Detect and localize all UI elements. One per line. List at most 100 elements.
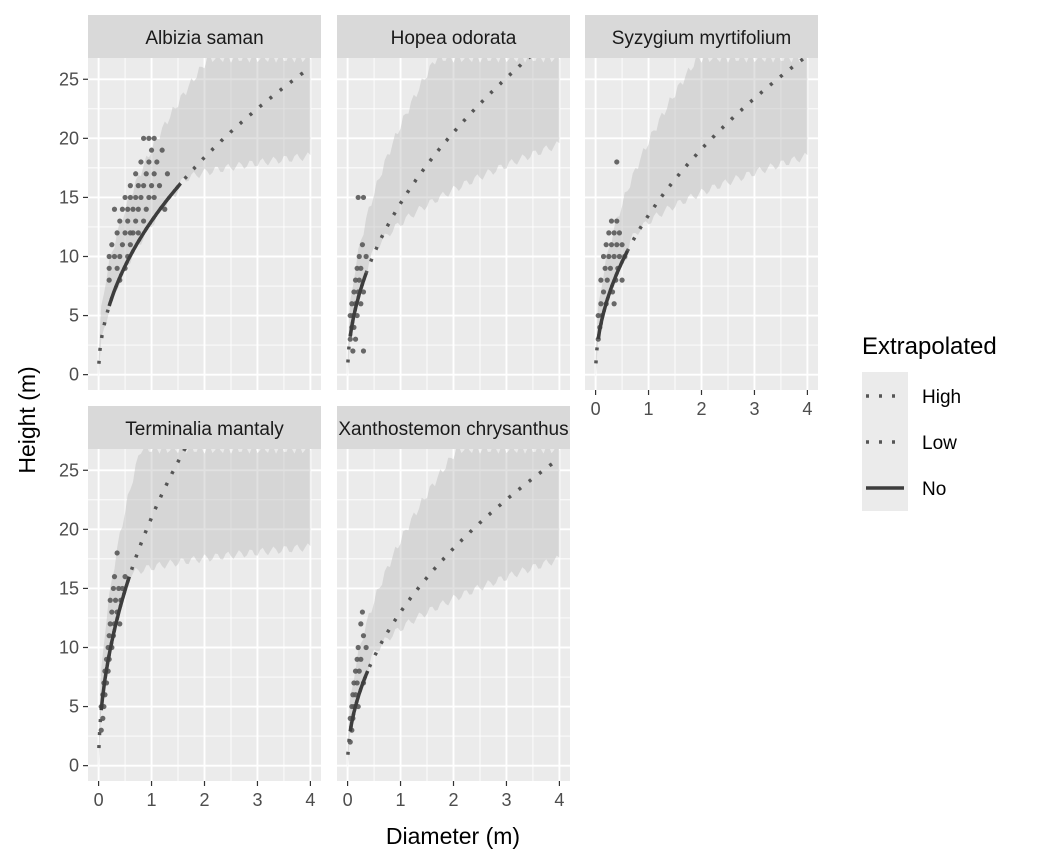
- y-tick-label: 15: [59, 578, 79, 598]
- data-point: [141, 135, 147, 141]
- data-point: [352, 277, 359, 283]
- x-tick-label: 1: [644, 399, 654, 419]
- data-point: [359, 609, 366, 615]
- data-point: [608, 218, 615, 224]
- data-point: [117, 253, 123, 260]
- data-point: [127, 183, 133, 189]
- data-point: [354, 265, 360, 271]
- data-point: [358, 265, 364, 271]
- gridlines: [337, 449, 570, 781]
- data-point: [611, 230, 617, 236]
- legend-label: No: [922, 479, 946, 500]
- data-point: [110, 585, 117, 592]
- data-point: [146, 159, 152, 165]
- data-point: [106, 277, 112, 283]
- data-point: [114, 230, 120, 236]
- data-points: [106, 135, 171, 283]
- facet-strip-label: Syzygium myrtifolium: [612, 28, 791, 49]
- fitted-curve: [348, 272, 368, 337]
- data-point: [351, 289, 357, 295]
- data-point: [614, 242, 620, 248]
- data-point: [111, 206, 118, 212]
- gridlines: [585, 58, 818, 390]
- data-point: [111, 574, 118, 580]
- data-point: [151, 135, 157, 141]
- confidence-band: [347, 58, 560, 379]
- data-point: [138, 194, 144, 201]
- data-point: [598, 301, 604, 307]
- facet-strip-label: Hopea odorata: [391, 28, 517, 49]
- data-point: [356, 277, 362, 283]
- data-point: [106, 265, 112, 271]
- facet-strip: [337, 406, 570, 449]
- data-point: [347, 336, 353, 342]
- extrapolated-curve: [346, 457, 560, 755]
- data-point: [125, 206, 131, 212]
- y-tick-label: 25: [59, 460, 79, 480]
- data-point: [141, 218, 147, 224]
- data-point: [135, 183, 141, 189]
- confidence-band: [98, 58, 311, 379]
- data-point: [98, 727, 104, 733]
- facet-strip: [88, 15, 321, 58]
- data-point: [116, 585, 122, 592]
- extrapolated-curve: [97, 66, 311, 364]
- data-point: [135, 230, 141, 236]
- data-point: [606, 230, 612, 236]
- facet-strip-label: Xanthostemon chrysanthus: [338, 419, 568, 440]
- data-point: [614, 218, 620, 224]
- data-point: [358, 301, 364, 307]
- data-point: [607, 265, 614, 271]
- data-point: [130, 230, 136, 236]
- facet-panel: Hopea odorata: [337, 15, 570, 390]
- data-point: [358, 621, 364, 627]
- data-point: [355, 194, 361, 201]
- data-point: [598, 277, 604, 283]
- legend-title: Extrapolated: [862, 333, 997, 360]
- data-point: [358, 656, 364, 662]
- facet-strip: [88, 406, 321, 449]
- data-point: [606, 253, 612, 260]
- legend-label: High: [922, 387, 961, 408]
- fitted-curve: [107, 182, 182, 307]
- confidence-band: [347, 449, 560, 770]
- data-point: [148, 183, 155, 189]
- y-tick-label: 5: [69, 697, 79, 717]
- data-point: [135, 206, 141, 212]
- data-point: [360, 633, 367, 639]
- data-point: [602, 265, 608, 271]
- legend: Extrapolated High Low No: [862, 333, 997, 511]
- data-point: [117, 621, 123, 627]
- y-tick-label: 15: [59, 187, 79, 207]
- data-point: [133, 194, 139, 201]
- data-point: [109, 242, 115, 248]
- x-tick-label: 4: [305, 790, 315, 810]
- data-point: [162, 206, 168, 212]
- facet-strip-label: Terminalia mantaly: [125, 419, 284, 440]
- extrapolated-curve: [594, 58, 808, 364]
- x-tick-label: 4: [802, 399, 812, 419]
- x-tick-label: 2: [696, 399, 706, 419]
- x-tick-label: 3: [501, 790, 511, 810]
- data-point: [127, 194, 133, 201]
- y-tick-label: 20: [59, 519, 79, 539]
- y-axis-title: Height (m): [14, 366, 40, 473]
- data-point: [138, 159, 144, 165]
- data-point: [611, 253, 617, 260]
- data-point: [611, 301, 617, 307]
- data-point: [125, 218, 131, 224]
- data-point: [143, 171, 149, 177]
- x-tick-label: 1: [396, 790, 406, 810]
- data-point: [127, 242, 133, 248]
- data-point: [111, 253, 118, 260]
- data-point: [354, 680, 360, 686]
- y-tick-label: 10: [59, 246, 79, 266]
- data-point: [352, 336, 359, 342]
- data-point: [119, 242, 126, 248]
- data-point: [619, 242, 625, 248]
- data-point: [360, 289, 367, 295]
- data-point: [350, 348, 356, 354]
- data-point: [603, 242, 609, 248]
